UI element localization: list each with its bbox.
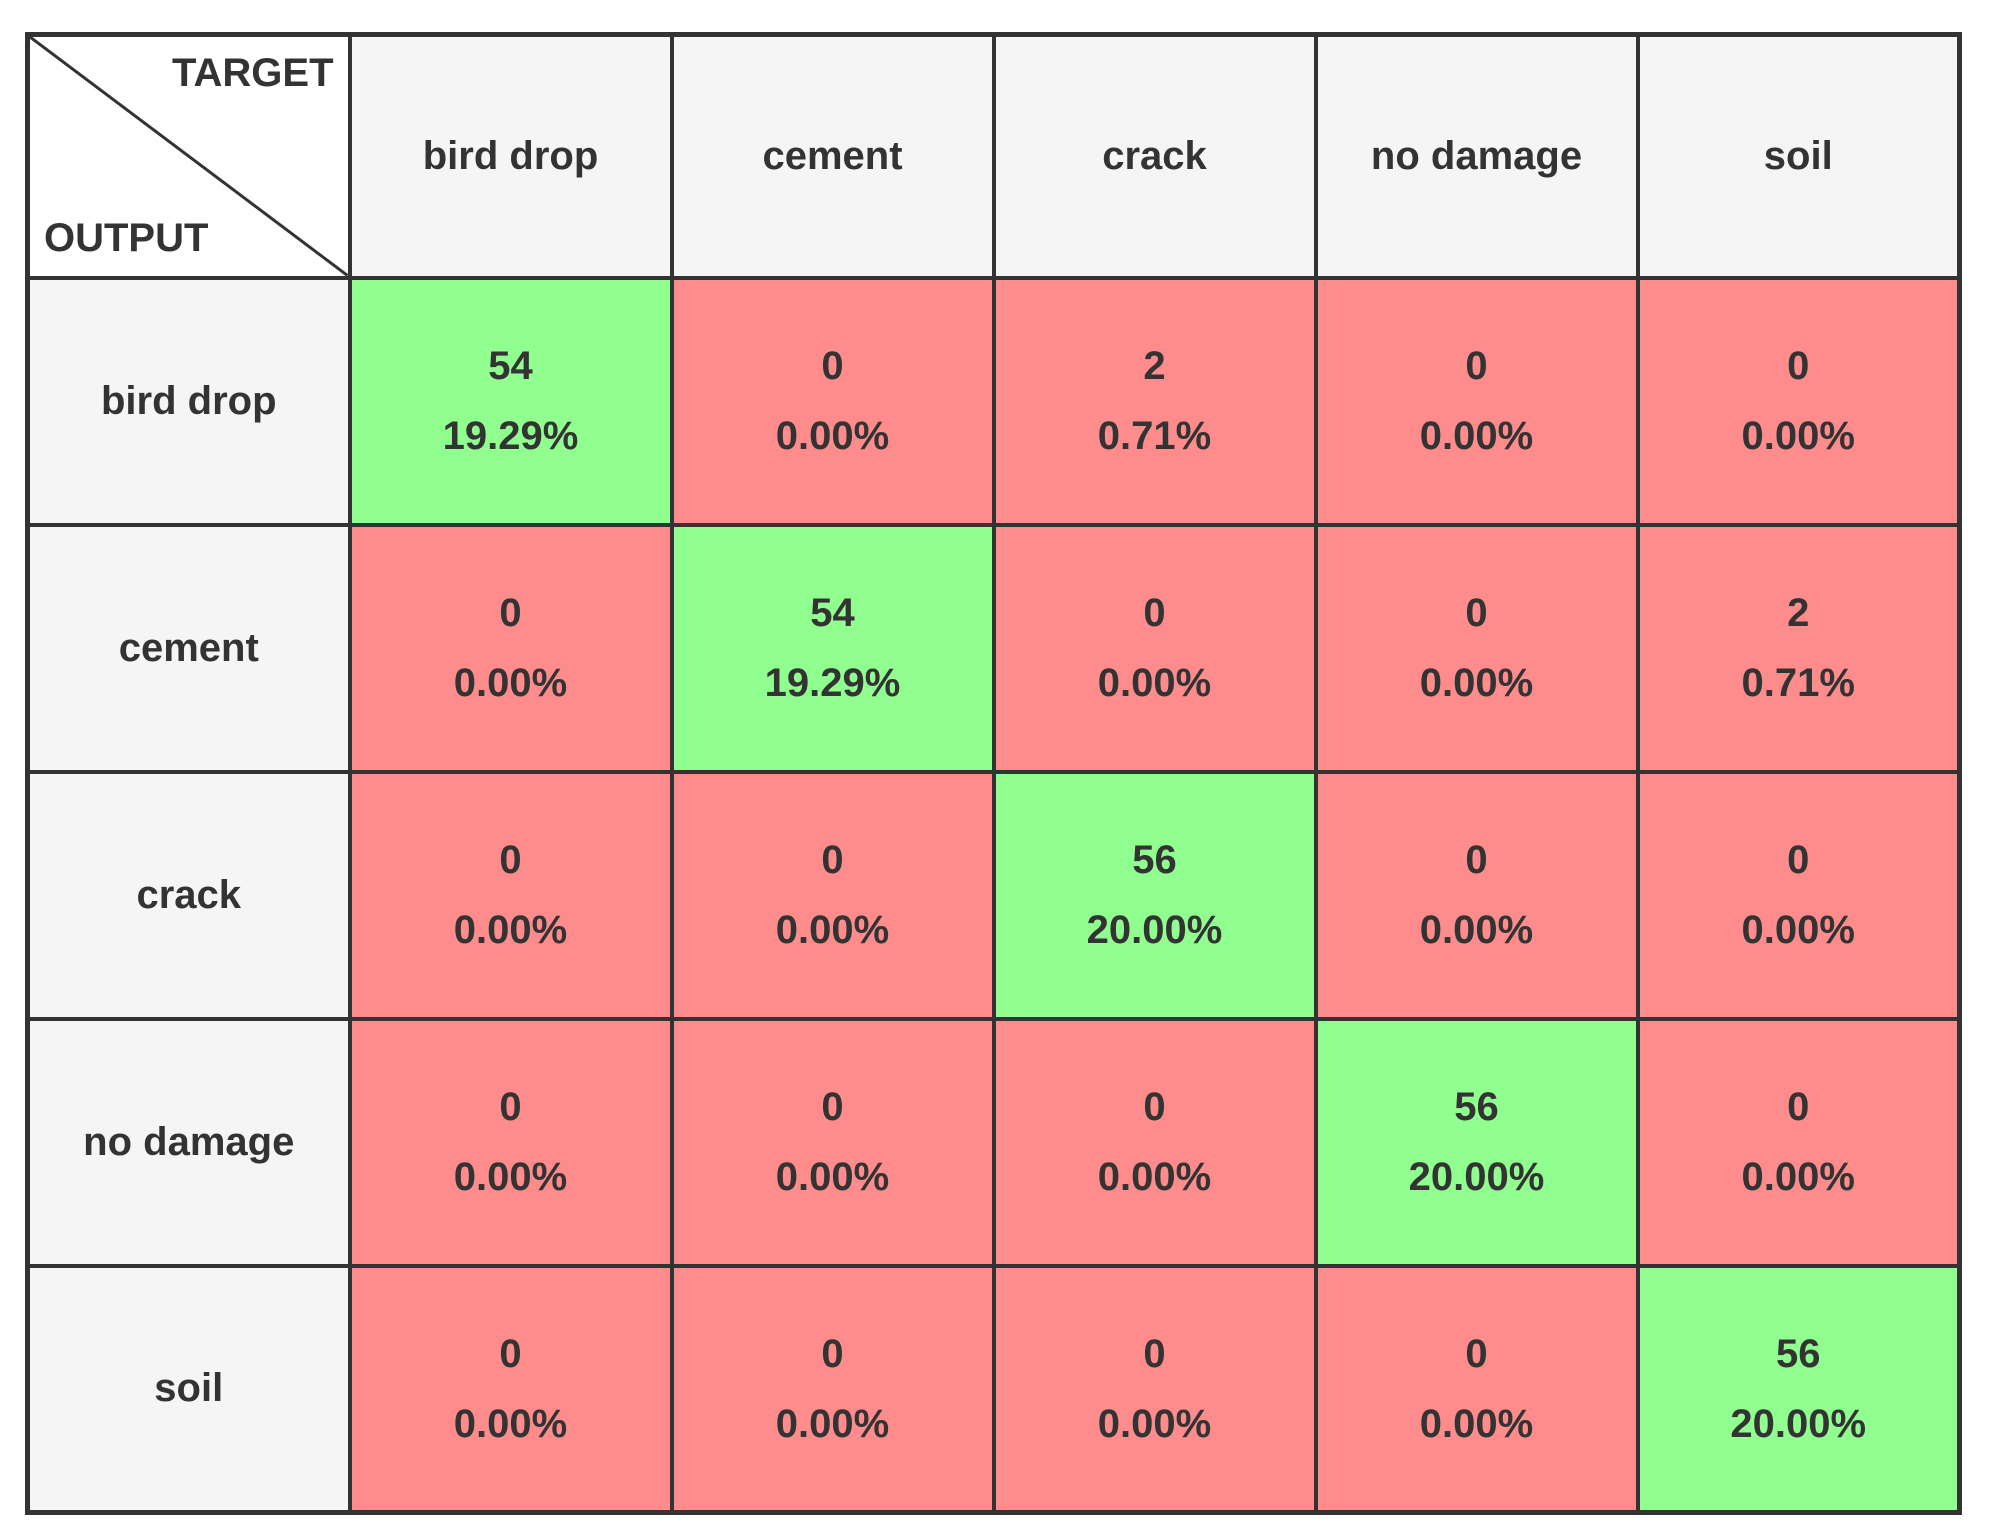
matrix-cell: 0 0.00%: [347, 522, 674, 774]
cell-count: 0: [1787, 344, 1810, 388]
column-header-no-damage: no damage: [1313, 32, 1640, 280]
cell-percentage: 0.00%: [775, 1401, 890, 1446]
matrix-cell: 56 20.00%: [1635, 1263, 1962, 1515]
column-header-soil: soil: [1635, 32, 1962, 280]
matrix-cell: 0 0.00%: [1313, 1263, 1640, 1515]
cell-count: 0: [1465, 838, 1488, 882]
header-row: TARGET OUTPUT bird drop cement crack no …: [25, 32, 1962, 280]
cell-percentage: 0.00%: [1741, 1155, 1855, 1199]
cell-percentage: 0.00%: [1097, 1155, 1212, 1199]
cell-percentage: 20.00%: [1408, 1155, 1545, 1199]
cell-count: 0: [1143, 1085, 1166, 1129]
row-header-crack: crack: [25, 769, 352, 1021]
cell-percentage: 0.00%: [1097, 661, 1212, 705]
cell-count: 0: [499, 838, 522, 882]
cell-percentage: 0.00%: [453, 1155, 568, 1199]
row-header-soil: soil: [25, 1263, 352, 1515]
matrix-cell: 0 0.00%: [669, 275, 996, 527]
matrix-cell: 0 0.00%: [669, 1016, 996, 1268]
target-axis-label: TARGET: [172, 51, 334, 95]
matrix-cell: 0 0.00%: [991, 1263, 1318, 1515]
cell-count: 0: [499, 591, 522, 635]
cell-count: 0: [1465, 591, 1488, 635]
matrix-cell: 56 20.00%: [1313, 1016, 1640, 1268]
cell-count: 0: [821, 1085, 844, 1129]
cell-percentage: 0.71%: [1097, 414, 1212, 458]
column-header-crack: crack: [991, 32, 1318, 280]
cell-percentage: 0.00%: [775, 414, 890, 458]
column-header-cement: cement: [669, 32, 996, 280]
row-header-cement: cement: [25, 522, 352, 774]
cell-count: 2: [1787, 591, 1810, 635]
cell-count: 0: [1787, 838, 1810, 882]
cell-percentage: 19.29%: [764, 661, 901, 705]
cell-count: 0: [499, 1085, 522, 1129]
row-header-no-damage: no damage: [25, 1016, 352, 1268]
cell-count: 0: [1143, 1331, 1166, 1376]
matrix-cell: 0 0.00%: [347, 769, 674, 1021]
cell-percentage: 20.00%: [1730, 1401, 1867, 1446]
cell-count: 54: [488, 344, 533, 388]
cell-count: 0: [1143, 591, 1166, 635]
matrix-cell: 2 0.71%: [991, 275, 1318, 527]
cell-percentage: 0.00%: [1097, 1401, 1212, 1446]
matrix-cell: 0 0.00%: [1313, 522, 1640, 774]
matrix-cell: 0 0.00%: [347, 1263, 674, 1515]
row-cement: cement 0 0.00% 54 19.29% 0 0.00% 0 0.00% 2 0.…: [25, 522, 1962, 774]
cell-percentage: 0.00%: [1419, 414, 1534, 458]
matrix-cell: 0 0.00%: [669, 769, 996, 1021]
cell-percentage: 0.00%: [453, 908, 568, 952]
matrix-cell: 0 0.00%: [991, 1016, 1318, 1268]
cell-percentage: 0.00%: [775, 1155, 890, 1199]
matrix-cell: 0 0.00%: [1635, 769, 1962, 1021]
cell-count: 0: [821, 1331, 844, 1376]
row-header-bird-drop: bird drop: [25, 275, 352, 527]
cell-percentage: 0.00%: [1419, 1401, 1534, 1446]
cell-count: 0: [499, 1331, 522, 1376]
row-soil: soil 0 0.00% 0 0.00% 0 0.00% 0 0.00% 56 20.00…: [25, 1263, 1962, 1515]
row-no-damage: no damage 0 0.00% 0 0.00% 0 0.00% 56 20.00% …: [25, 1016, 1962, 1268]
matrix-cell: 0 0.00%: [1635, 1016, 1962, 1268]
matrix-cell: 0 0.00%: [669, 1263, 996, 1515]
cell-count: 56: [1776, 1331, 1821, 1376]
output-axis-label: OUTPUT: [44, 215, 209, 260]
matrix-cell: 54 19.29%: [347, 275, 674, 527]
matrix-cell: 0 0.00%: [1313, 769, 1640, 1021]
cell-count: 0: [1465, 344, 1488, 388]
cell-percentage: 0.00%: [453, 661, 568, 705]
matrix-cell: 2 0.71%: [1635, 522, 1962, 774]
column-header-bird-drop: bird drop: [347, 32, 674, 280]
cell-percentage: 0.00%: [1741, 908, 1855, 952]
diagonal-divider-line: [30, 37, 348, 276]
cell-count: 0: [821, 838, 844, 882]
cell-percentage: 0.00%: [1419, 661, 1534, 705]
row-bird-drop: bird drop 54 19.29% 0 0.00% 2 0.71% 0 0.00% …: [25, 275, 1962, 527]
cell-count: 0: [821, 344, 844, 388]
cell-count: 0: [1465, 1331, 1488, 1376]
matrix-cell: 0 0.00%: [991, 522, 1318, 774]
cell-percentage: 0.71%: [1741, 661, 1855, 705]
matrix-cell: 56 20.00%: [991, 769, 1318, 1021]
cell-count: 56: [1132, 838, 1177, 882]
confusion-matrix-table: TARGET OUTPUT bird drop cement crack no …: [25, 32, 1962, 1515]
cell-percentage: 20.00%: [1086, 908, 1223, 952]
corner-cell: TARGET OUTPUT: [25, 32, 352, 280]
cell-count: 0: [1787, 1085, 1810, 1129]
matrix-cell: 0 0.00%: [1313, 275, 1640, 527]
cell-count: 56: [1454, 1085, 1499, 1129]
matrix-cell: 54 19.29%: [669, 522, 996, 774]
cell-percentage: 19.29%: [442, 414, 579, 458]
matrix-cell: 0 0.00%: [1635, 275, 1962, 527]
cell-percentage: 0.00%: [1419, 908, 1534, 952]
cell-count: 54: [810, 591, 855, 635]
row-crack: crack 0 0.00% 0 0.00% 56 20.00% 0 0.00% 0 0.0…: [25, 769, 1962, 1021]
cell-percentage: 0.00%: [775, 908, 890, 952]
cell-percentage: 0.00%: [453, 1401, 568, 1446]
cell-count: 2: [1143, 344, 1166, 388]
cell-percentage: 0.00%: [1741, 414, 1855, 458]
matrix-cell: 0 0.00%: [347, 1016, 674, 1268]
